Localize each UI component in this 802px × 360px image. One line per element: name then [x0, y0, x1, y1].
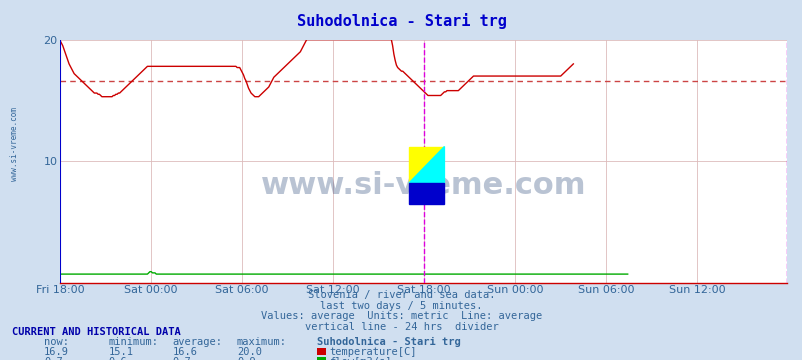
Text: Slovenia / river and sea data.: Slovenia / river and sea data. — [307, 290, 495, 300]
Bar — [408, 183, 444, 204]
Text: average:: average: — [172, 337, 222, 347]
Text: vertical line - 24 hrs  divider: vertical line - 24 hrs divider — [304, 322, 498, 332]
Text: maximum:: maximum: — [237, 337, 286, 347]
Text: www.si-vreme.com: www.si-vreme.com — [261, 171, 585, 200]
Text: 0.6: 0.6 — [108, 356, 127, 360]
Text: 16.9: 16.9 — [44, 347, 69, 357]
Text: www.si-vreme.com: www.si-vreme.com — [10, 107, 18, 181]
Text: CURRENT AND HISTORICAL DATA: CURRENT AND HISTORICAL DATA — [12, 327, 180, 337]
Text: temperature[C]: temperature[C] — [329, 347, 416, 357]
Polygon shape — [408, 147, 444, 183]
Text: 15.1: 15.1 — [108, 347, 133, 357]
Text: Suhodolnica - Stari trg: Suhodolnica - Stari trg — [296, 13, 506, 28]
Text: flow[m3/s]: flow[m3/s] — [329, 356, 391, 360]
Text: Values: average  Units: metric  Line: average: Values: average Units: metric Line: aver… — [261, 311, 541, 321]
Text: now:: now: — [44, 337, 69, 347]
Text: last two days / 5 minutes.: last two days / 5 minutes. — [320, 301, 482, 311]
Text: 20.0: 20.0 — [237, 347, 261, 357]
Text: 16.6: 16.6 — [172, 347, 197, 357]
Text: Suhodolnica - Stari trg: Suhodolnica - Stari trg — [317, 337, 460, 347]
Polygon shape — [408, 147, 444, 183]
Text: minimum:: minimum: — [108, 337, 158, 347]
Text: 0.7: 0.7 — [172, 356, 191, 360]
Text: 0.9: 0.9 — [237, 356, 255, 360]
Text: 0.7: 0.7 — [44, 356, 63, 360]
